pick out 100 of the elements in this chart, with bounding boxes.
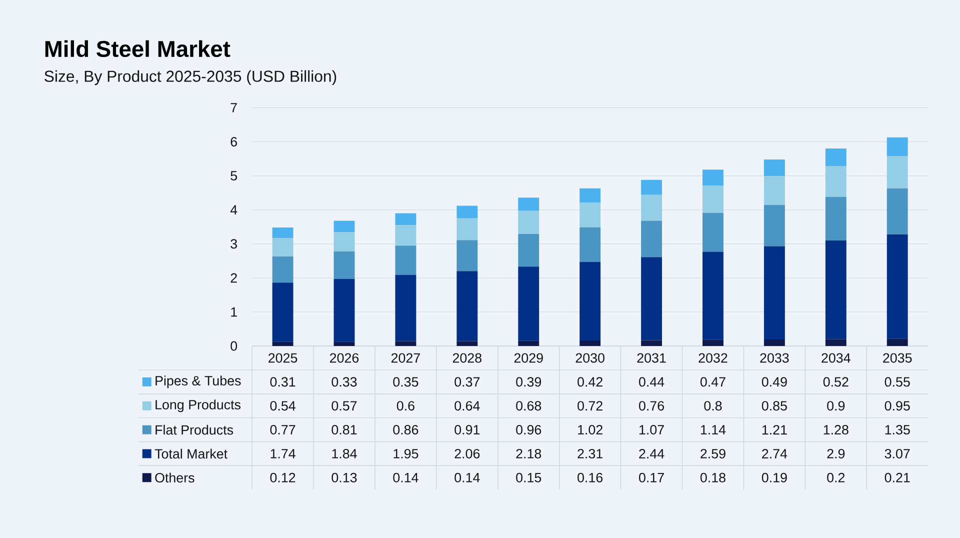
legend-label: Others [155,472,194,482]
bar [395,341,416,346]
data-label: 2.74 [762,448,788,458]
data-label: 3.07 [884,448,910,458]
y-tick-label: 0 [230,341,238,351]
bar [580,340,601,346]
data-label: 0.9 [827,400,845,410]
y-tick-label: 5 [230,170,238,180]
data-label: 0.18 [700,472,726,482]
bar [764,246,785,340]
bar [334,232,355,252]
bar [395,274,416,342]
bar [395,245,416,275]
data-label: 0.17 [639,472,664,482]
data-label: 0.55 [884,376,910,386]
bar [641,220,662,257]
bar [764,176,785,205]
bar [580,262,601,340]
data-label: 0.76 [639,400,664,410]
y-tick-label: 3 [230,238,237,248]
x-tick-label: 2026 [330,353,359,362]
data-label: 0.68 [516,400,542,410]
data-label: 1.74 [270,448,296,458]
data-label: 2.9 [827,448,845,458]
data-label: 0.42 [578,376,602,386]
bar [334,278,355,342]
x-tick-label: 2032 [698,353,728,362]
x-tick-label: 2031 [637,353,666,362]
data-label: 0.39 [516,376,542,386]
bar [825,338,846,346]
bar [580,226,601,262]
bar [272,227,294,238]
bar [580,188,601,202]
data-label: 0.52 [823,376,848,386]
bar [702,251,724,340]
data-label: 0.8 [704,400,722,410]
data-label: 0.81 [332,424,357,434]
x-tick-label: 2033 [760,353,789,362]
data-label: 0.33 [332,376,357,386]
data-label: 1.14 [700,424,726,434]
bar [702,340,724,346]
x-tick-label: 2025 [268,353,298,362]
bar [518,197,540,211]
data-label: 1.95 [394,448,418,458]
data-label: 0.14 [454,472,480,482]
x-tick-label: 2027 [391,353,420,362]
bar [886,188,908,234]
data-label: 0.91 [454,424,480,434]
bar [702,212,724,252]
x-tick-label: 2030 [576,353,604,362]
chart-title: Mild Steel Market [45,40,230,57]
data-label: 0.13 [332,472,357,482]
bar [702,169,724,186]
legend-label: Pipes & Tubes [156,375,241,388]
data-label: 0.85 [762,400,787,410]
bar [334,220,355,232]
data-label: 1.02 [578,424,602,434]
bar [456,206,478,218]
bar [825,148,846,166]
data-label: 0.37 [454,376,480,386]
data-label: 0.54 [270,400,296,410]
data-label: 0.86 [393,424,418,434]
data-label: 1.07 [640,424,664,434]
bar [518,266,540,341]
data-label: 0.12 [270,472,296,482]
data-label: 2.31 [578,448,602,458]
chart-subtitle: Size, By Product 2025-2035 (USD Billion) [44,70,336,85]
data-label: 0.21 [884,472,910,482]
bar [641,256,662,340]
data-label: 0.15 [516,472,542,482]
data-label: 0.35 [393,376,418,386]
bar [886,338,908,346]
bar [886,156,908,188]
bar [886,234,908,339]
legend-label: Flat Products [156,424,234,434]
data-label: 2.06 [454,448,480,458]
bar [518,340,540,346]
data-label: 0.77 [270,424,296,434]
data-label: 0.49 [762,376,787,386]
data-label: 0.31 [270,376,296,386]
bar [825,240,846,339]
bar [764,339,785,346]
data-label: 0.19 [762,472,787,482]
data-label: 0.95 [884,400,910,410]
bar [641,194,662,221]
bar [334,341,355,346]
bar [825,196,846,240]
bar [641,180,662,195]
data-label: 2.44 [639,448,664,458]
bar [764,204,785,246]
data-label: 1.84 [332,448,357,458]
data-label: 1.28 [824,424,848,434]
bar [395,213,416,225]
data-label: 0.72 [578,400,602,410]
bar [272,256,294,282]
bar [641,340,662,346]
bar [764,159,785,176]
bar [518,210,540,234]
data-label: 2.59 [700,448,726,458]
bar [456,218,478,240]
